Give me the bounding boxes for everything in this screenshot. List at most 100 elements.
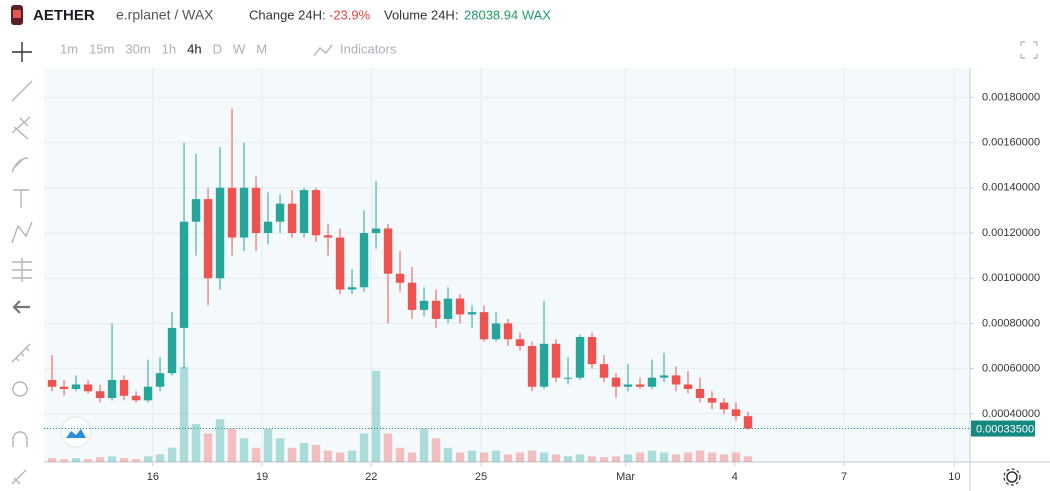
volume-bar bbox=[263, 428, 273, 462]
volume-bar bbox=[275, 438, 285, 462]
candle-body bbox=[119, 379, 129, 396]
change-label: Change 24H: bbox=[249, 7, 326, 22]
candle-body bbox=[359, 233, 369, 288]
volume-bar bbox=[611, 456, 621, 462]
candle-body bbox=[647, 377, 657, 387]
crosshair-tool[interactable] bbox=[12, 42, 32, 62]
candle-body bbox=[47, 379, 57, 387]
magnet-tool[interactable] bbox=[12, 431, 28, 447]
volume-bar bbox=[239, 438, 249, 462]
volume-bar bbox=[695, 450, 705, 462]
candle-body bbox=[335, 237, 345, 290]
volume-bar bbox=[311, 444, 321, 462]
volume-bar bbox=[95, 457, 105, 462]
candle-body bbox=[695, 388, 705, 399]
candle-body bbox=[347, 287, 357, 290]
candle-body bbox=[479, 312, 489, 340]
volume-bar bbox=[131, 459, 141, 462]
indicators-button[interactable]: Indicators bbox=[313, 41, 397, 57]
volume-bar bbox=[503, 454, 513, 462]
interval-button[interactable]: 1h bbox=[162, 41, 176, 56]
y-tick-label: 0.00120000 bbox=[982, 227, 1040, 239]
candle-body bbox=[719, 402, 729, 410]
candle-body bbox=[83, 384, 93, 392]
interval-button[interactable]: 4h bbox=[187, 41, 201, 56]
interval-button[interactable]: 15m bbox=[89, 41, 114, 56]
candle-body bbox=[323, 235, 333, 238]
drawing-tools bbox=[11, 42, 33, 485]
settings-icon[interactable] bbox=[1003, 468, 1021, 486]
candle-body bbox=[515, 339, 525, 347]
volume-bar bbox=[623, 454, 633, 462]
volume-bar bbox=[179, 367, 189, 462]
candle-body bbox=[455, 298, 465, 315]
y-tick-label: 0.00080000 bbox=[982, 317, 1040, 329]
candle-body bbox=[467, 312, 477, 315]
lock-tool[interactable] bbox=[11, 469, 27, 485]
x-tick-label: 25 bbox=[475, 471, 487, 483]
y-tick-label: 0.00100000 bbox=[982, 272, 1040, 284]
volume-bar bbox=[539, 452, 549, 462]
x-tick-label: 16 bbox=[147, 471, 159, 483]
volume-bar bbox=[287, 447, 297, 462]
logo-badge bbox=[60, 416, 92, 448]
candle-body bbox=[263, 221, 273, 234]
candle-body bbox=[395, 273, 405, 283]
candle-body bbox=[503, 323, 513, 340]
volume-bar bbox=[443, 447, 453, 462]
line-tool[interactable] bbox=[11, 80, 33, 102]
volume-bar bbox=[467, 450, 477, 462]
volume-bar bbox=[599, 457, 609, 462]
volume-bar bbox=[743, 456, 753, 462]
y-tick-label: 0.00060000 bbox=[982, 363, 1040, 375]
back-tool[interactable] bbox=[12, 300, 30, 314]
candle-body bbox=[299, 190, 309, 234]
volume-bar bbox=[203, 433, 213, 462]
text-tool[interactable] bbox=[13, 189, 29, 208]
y-tick-label: 0.00040000 bbox=[982, 408, 1040, 420]
volume-bar bbox=[383, 433, 393, 462]
candle-body bbox=[275, 203, 285, 222]
fib-tool[interactable] bbox=[11, 116, 31, 140]
volume-bar bbox=[551, 454, 561, 462]
interval-button[interactable]: 1m bbox=[60, 41, 78, 56]
volume-bar bbox=[167, 447, 177, 462]
interval-button[interactable]: M bbox=[256, 41, 267, 56]
candle-body bbox=[683, 384, 693, 389]
candle-body bbox=[611, 377, 621, 387]
candle-body bbox=[71, 384, 81, 389]
volume-bar bbox=[491, 450, 501, 462]
y-tick-label: 0.00140000 bbox=[982, 182, 1040, 194]
interval-button[interactable]: W bbox=[233, 41, 246, 56]
logo bbox=[11, 5, 23, 25]
volume-bar bbox=[155, 454, 165, 462]
brush-tool[interactable] bbox=[11, 157, 29, 173]
volume-bar bbox=[107, 456, 117, 462]
volume-bar bbox=[635, 452, 645, 462]
interval-button[interactable]: D bbox=[213, 41, 222, 56]
candle-body bbox=[239, 187, 249, 238]
volume-bar bbox=[659, 452, 669, 462]
volume-bar bbox=[671, 454, 681, 462]
interval-button[interactable]: 30m bbox=[125, 41, 150, 56]
candle-body bbox=[191, 199, 201, 222]
header: AETHER e.rplanet / WAX Change 24H: -23.9… bbox=[11, 5, 551, 25]
indicators-label[interactable]: Indicators bbox=[340, 41, 397, 56]
volume-bar bbox=[335, 452, 345, 462]
x-tick-label: 7 bbox=[841, 471, 847, 483]
volume-bar bbox=[215, 419, 225, 462]
prediction-tool[interactable] bbox=[12, 258, 32, 282]
fullscreen-icon[interactable] bbox=[1020, 41, 1038, 59]
pattern-tool[interactable] bbox=[11, 221, 33, 244]
volume-bar bbox=[455, 452, 465, 462]
candle-body bbox=[419, 300, 429, 310]
zoom-tool[interactable] bbox=[12, 381, 28, 397]
candle-body bbox=[743, 416, 753, 429]
volume-bar bbox=[407, 452, 417, 462]
volume-bar bbox=[143, 456, 153, 462]
ruler-tool[interactable] bbox=[11, 343, 31, 363]
candle-body bbox=[407, 282, 417, 310]
candle-body bbox=[431, 300, 441, 319]
candle-body bbox=[563, 377, 573, 379]
